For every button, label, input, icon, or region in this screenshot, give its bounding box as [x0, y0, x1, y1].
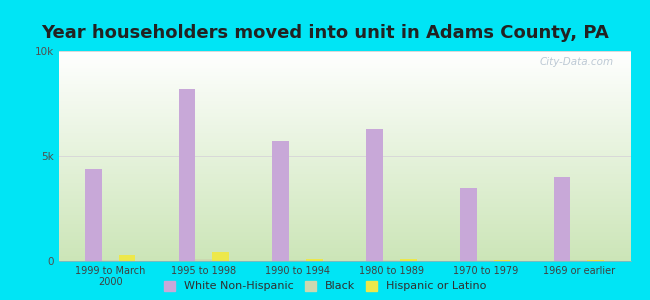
Bar	[366, 129, 383, 261]
Text: City-Data.com: City-Data.com	[540, 57, 614, 67]
Bar	[213, 252, 229, 261]
Bar	[554, 177, 571, 261]
Bar	[476, 260, 493, 261]
Bar	[588, 260, 604, 261]
Bar	[306, 259, 323, 261]
Bar	[571, 260, 588, 261]
Bar	[400, 259, 417, 261]
Text: Year householders moved into unit in Adams County, PA: Year householders moved into unit in Ada…	[41, 24, 609, 42]
Bar	[196, 259, 213, 261]
Bar	[493, 260, 510, 261]
Bar	[118, 255, 135, 261]
Bar	[272, 141, 289, 261]
Legend: White Non-Hispanic, Black, Hispanic or Latino: White Non-Hispanic, Black, Hispanic or L…	[164, 281, 486, 291]
Bar	[101, 260, 118, 261]
Bar	[383, 260, 400, 261]
Bar	[289, 260, 306, 261]
Bar	[460, 188, 476, 261]
Bar	[179, 89, 196, 261]
Bar	[84, 169, 101, 261]
